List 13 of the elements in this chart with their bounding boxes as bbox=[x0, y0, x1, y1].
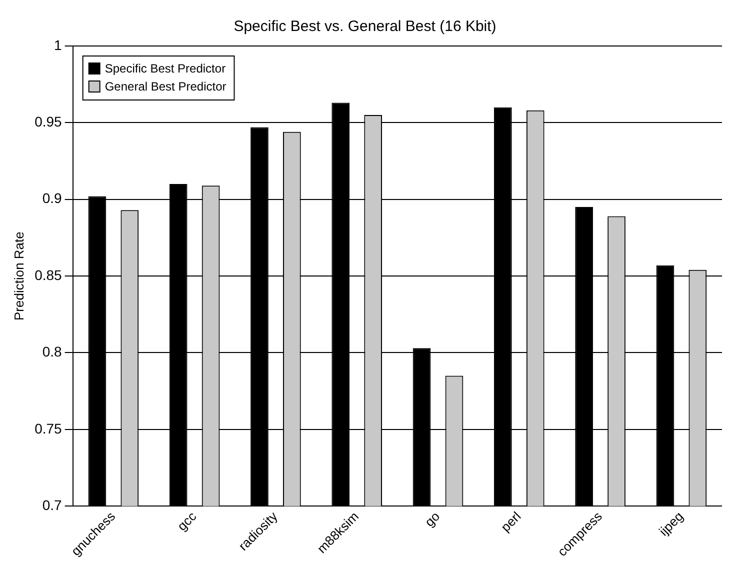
y-tick-label: 0.8 bbox=[42, 344, 62, 360]
legend-label: General Best Predictor bbox=[104, 79, 226, 94]
x-tick-label: gcc bbox=[174, 508, 200, 534]
legend-label: Specific Best Predictor bbox=[104, 61, 226, 76]
chart-title: Specific Best vs. General Best (16 Kbit) bbox=[234, 18, 496, 36]
y-tick-label: 0.7 bbox=[42, 496, 62, 513]
y-tick-label: 0.9 bbox=[42, 190, 62, 206]
y-axis-title: Prediction Rate bbox=[11, 232, 26, 321]
y-tick-label: 0.75 bbox=[34, 420, 62, 436]
y-tick-label: 1 bbox=[54, 36, 62, 53]
y-tick-label: 0.85 bbox=[34, 266, 62, 283]
y-tick-label: 0.95 bbox=[34, 114, 62, 130]
x-tick-label: go bbox=[422, 508, 443, 530]
